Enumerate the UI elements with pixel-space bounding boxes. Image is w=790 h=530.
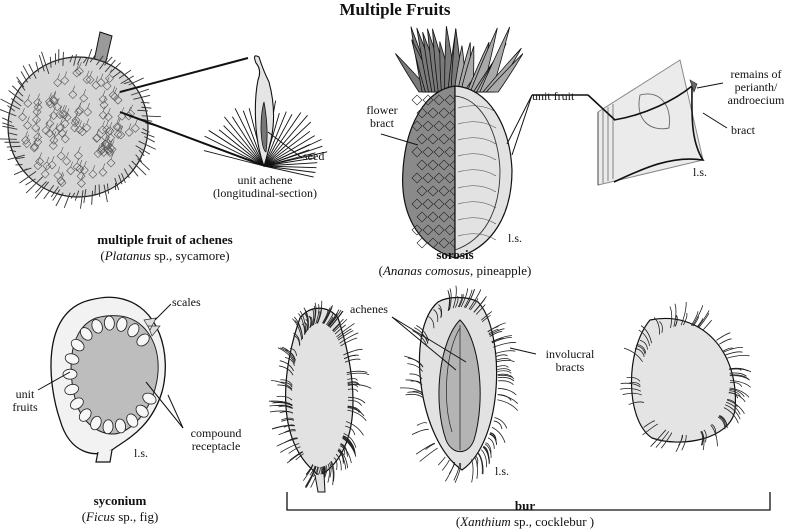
bur-whole xyxy=(268,300,372,493)
caption-syconium: syconium (Ficus sp., fig) xyxy=(81,493,159,524)
bur-section-spines xyxy=(400,285,519,483)
remains-pointer xyxy=(696,82,724,89)
caption-sorosis: sorosis (Ananas comosus, pineapple) xyxy=(378,247,532,278)
involucral-pointer xyxy=(509,347,537,355)
label-scales: scales xyxy=(172,295,201,309)
bur-side-spines xyxy=(620,302,752,452)
label-bract: bract xyxy=(731,123,755,137)
unit-achene xyxy=(203,55,328,178)
caption-sorosis-genus: Ananas comosus xyxy=(382,263,470,278)
unit-fruit-pointer-2 xyxy=(511,94,533,156)
label-unit-fruits: unit fruits xyxy=(6,388,44,414)
caption-sorosis-rest: , pineapple) xyxy=(470,263,532,278)
label-unit-achene-line1: unit achene xyxy=(237,173,293,187)
flower-bract-pointer xyxy=(380,133,419,146)
pineapple-outer-half xyxy=(402,85,456,259)
label-compound-line1: compound xyxy=(190,426,242,440)
bur-bracket xyxy=(286,492,771,511)
fig-unit-fruits xyxy=(62,315,157,435)
label-unit-achene: unit achene (longitudinal-section) xyxy=(200,174,330,200)
label-ls-detail: l.s. xyxy=(693,165,708,179)
pineapple-sorosis xyxy=(380,26,533,259)
caption-syconium-name: syconium xyxy=(93,493,147,508)
sycamore-surface-cells xyxy=(18,62,140,188)
label-unit-fruits-line1: unit xyxy=(15,387,35,401)
unit-fruits-pointer xyxy=(37,371,71,391)
pineapple-crown xyxy=(395,26,524,93)
achenes-pointer-1 xyxy=(391,316,457,371)
zoom-line-upper xyxy=(119,57,249,93)
seed-shape xyxy=(260,101,268,153)
label-involucral-line2: bracts xyxy=(555,360,585,374)
seed-pointer xyxy=(267,131,303,159)
label-compound-receptacle: compound receptacle xyxy=(176,427,256,453)
receptacle-pointer-1 xyxy=(145,381,184,429)
unit-fruit-pointer-1 xyxy=(506,94,533,145)
label-unit-fruits-line2: fruits xyxy=(12,400,38,414)
label-remains-line2: perianth/ xyxy=(734,80,778,94)
caption-bur-name: bur xyxy=(514,498,536,513)
label-unit-fruit: unit fruit xyxy=(532,89,575,103)
caption-sorosis-name: sorosis xyxy=(436,247,474,262)
label-ls-pineapple: l.s. xyxy=(508,231,523,245)
sycamore-multiple-fruit xyxy=(0,31,161,209)
label-ls-fig: l.s. xyxy=(134,446,149,460)
unit-fruit-detail xyxy=(532,59,728,186)
bur-whole-spines xyxy=(268,300,372,490)
bur-section xyxy=(391,285,537,483)
label-remains-line3: androecium xyxy=(727,93,785,107)
fig-stalk xyxy=(95,449,113,463)
caption-achenes-genus: Platanus xyxy=(104,248,151,263)
caption-bur-genus: Xanthium xyxy=(460,514,511,529)
pineapple-unit-fruits xyxy=(457,105,497,241)
label-involucral-bracts: involucral bracts xyxy=(530,348,610,374)
bur-side-view xyxy=(620,302,752,452)
detail-bract-line xyxy=(613,84,705,183)
label-flower-bract-line1: flower xyxy=(366,103,398,117)
caption-bur: bur (Xanthium sp., cocklebur ) xyxy=(455,498,595,529)
fig-syconium xyxy=(37,296,184,463)
sycamore-achene-tips xyxy=(0,48,161,209)
label-seed: seed xyxy=(303,149,325,163)
receptacle-pointer-2 xyxy=(167,394,184,429)
label-ls-bur: l.s. xyxy=(495,464,510,478)
detail-unit-fruit-pointer xyxy=(587,94,616,121)
scales-pointer xyxy=(154,303,172,321)
perianth-remains-shape xyxy=(689,79,698,94)
label-achenes: achenes xyxy=(350,302,388,316)
label-unit-achene-line2: (longitudinal-section) xyxy=(213,186,317,200)
fig-scales xyxy=(143,317,161,337)
figure-title: Multiple Fruits xyxy=(339,0,451,19)
bract-pointer xyxy=(702,112,728,129)
caption-achenes-name: multiple fruit of achenes xyxy=(97,232,233,247)
label-perianth-remains: remains of perianth/ androecium xyxy=(722,68,790,107)
label-compound-line2: receptacle xyxy=(191,439,241,453)
caption-achenes-rest: sp., sycamore) xyxy=(150,248,230,263)
label-remains-line1: remains of xyxy=(730,67,782,81)
label-flower-bract-line2: bract xyxy=(370,116,394,130)
label-involucral-line1: involucral xyxy=(545,347,595,361)
pineapple-section-half xyxy=(454,85,513,259)
caption-bur-rest: sp., cocklebur ) xyxy=(510,514,595,529)
achenes-pointer-2 xyxy=(391,316,467,363)
caption-syconium-genus: Ficus xyxy=(86,509,115,524)
caption-achenes: multiple fruit of achenes (Platanus sp.,… xyxy=(97,232,233,263)
pineapple-texture xyxy=(411,94,461,249)
label-flower-bract: flower bract xyxy=(352,104,412,130)
caption-syconium-rest: sp., fig) xyxy=(114,509,159,524)
